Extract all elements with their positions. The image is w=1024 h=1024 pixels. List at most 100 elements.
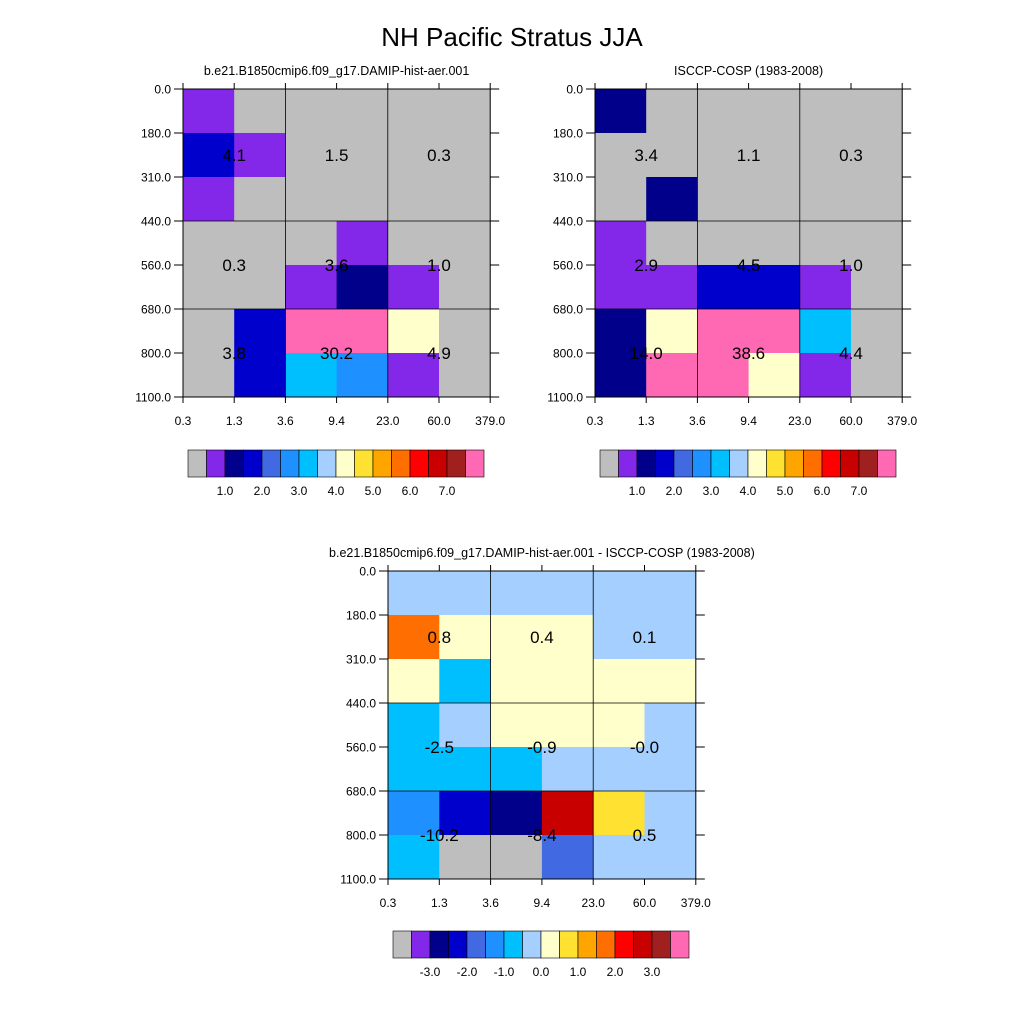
- colorbar-swatch: [243, 449, 263, 478]
- heatmap-cell: [183, 309, 235, 354]
- y-tick-label: 680.0: [553, 303, 583, 317]
- y-tick-label: 1100.0: [547, 391, 583, 405]
- heatmap-cell: [439, 747, 491, 792]
- box-value: 1.5: [325, 146, 349, 165]
- heatmap-cell: [234, 133, 286, 178]
- colorbar-swatch: [540, 930, 560, 959]
- box-value: 0.3: [222, 256, 246, 275]
- heatmap-cell: [851, 353, 903, 398]
- heatmap-cell: [697, 133, 749, 178]
- colorbar-swatch: [206, 449, 226, 478]
- x-tick-label: 3.6: [277, 414, 294, 428]
- colorbar-swatch: [710, 449, 730, 478]
- colorbar-swatch: [858, 449, 878, 478]
- panel-3: b.e21.B1850cmip6.f09_g17.DAMIP-hist-aer.…: [329, 546, 755, 979]
- figure-title: NH Pacific Stratus JJA: [381, 22, 643, 52]
- heatmap-cell: [285, 133, 337, 178]
- heatmap-cell: [646, 265, 698, 310]
- colorbar-swatch: [280, 449, 300, 478]
- y-tick-label: 1100.0: [135, 391, 171, 405]
- box-value: 4.9: [427, 344, 451, 363]
- panel-title: b.e21.B1850cmip6.f09_g17.DAMIP-hist-aer.…: [204, 64, 469, 78]
- colorbar-label: -3.0: [420, 965, 441, 979]
- heatmap-cell: [387, 353, 440, 398]
- colorbar-swatch: [670, 930, 690, 959]
- heatmap-cell: [799, 221, 852, 266]
- x-tick-label: 1.3: [638, 414, 655, 428]
- colorbar-swatch: [391, 449, 411, 478]
- heatmap-cell: [851, 221, 903, 266]
- colorbar-swatch: [877, 449, 897, 478]
- heatmap-cell: [799, 265, 852, 310]
- y-tick-label: 0.0: [566, 83, 583, 97]
- heatmap-cell: [646, 133, 698, 178]
- heatmap-cell: [697, 89, 749, 134]
- colorbar-swatch: [392, 930, 412, 959]
- y-tick-label: 800.0: [141, 347, 171, 361]
- x-tick-label: 379.0: [681, 896, 711, 910]
- colorbar-swatch: [766, 449, 786, 478]
- colorbar-swatch: [692, 449, 712, 478]
- heatmap-cell: [387, 221, 440, 266]
- heatmap-cell: [387, 309, 440, 354]
- heatmap-cell: [644, 835, 697, 880]
- heatmap-cell: [234, 265, 286, 310]
- x-tick-label: 3.6: [482, 896, 499, 910]
- box-value: 3.4: [634, 146, 658, 165]
- box-value: 0.5: [633, 826, 657, 845]
- colorbar: -3.0 -2.0 -1.0 0.0 1.0 2.0 3.0: [392, 930, 690, 979]
- heatmap-cell: [748, 309, 801, 354]
- colorbar-swatch: [503, 930, 523, 959]
- colorbar-swatch: [784, 449, 804, 478]
- heatmap-cell: [697, 353, 749, 398]
- colorbar-label: 2.0: [607, 965, 624, 979]
- colorbar-label: -1.0: [494, 965, 515, 979]
- heatmap-cell: [593, 791, 645, 836]
- heatmap-cell: [439, 221, 491, 266]
- heatmap-cell: [234, 309, 286, 354]
- y-tick-label: 800.0: [553, 347, 583, 361]
- heatmap-cell: [387, 89, 440, 134]
- box-value: 1.0: [839, 256, 863, 275]
- box-value: 4.1: [222, 146, 246, 165]
- heatmap-cell: [183, 265, 235, 310]
- colorbar-swatch: [317, 449, 337, 478]
- x-tick-label: 23.0: [376, 414, 400, 428]
- y-tick-label: 440.0: [553, 215, 583, 229]
- y-tick-label: 310.0: [553, 171, 583, 185]
- x-tick-label: 0.3: [175, 414, 192, 428]
- x-tick-label: 1.3: [226, 414, 243, 428]
- colorbar-swatch: [485, 930, 505, 959]
- heatmap-cell: [644, 791, 697, 836]
- colorbar-swatch: [298, 449, 318, 478]
- y-tick-label: 560.0: [553, 259, 583, 273]
- x-tick-label: 1.3: [431, 896, 448, 910]
- panel-title: ISCCP-COSP (1983-2008): [674, 64, 823, 78]
- panel-title: b.e21.B1850cmip6.f09_g17.DAMIP-hist-aer.…: [329, 546, 755, 560]
- box-value: -0.0: [630, 738, 659, 757]
- heatmap-cell: [439, 265, 491, 310]
- heatmap-cell: [593, 835, 645, 880]
- heatmap-cell: [595, 309, 647, 354]
- colorbar-swatch: [614, 930, 634, 959]
- x-tick-label: 3.6: [689, 414, 706, 428]
- colorbar-swatch: [729, 449, 749, 478]
- heatmap-cell: [388, 747, 440, 792]
- heatmap-cell: [388, 571, 440, 616]
- colorbar-swatch: [821, 449, 841, 478]
- colorbar-swatch: [599, 449, 619, 478]
- y-tick-label: 680.0: [141, 303, 171, 317]
- box-value: -10.2: [420, 826, 459, 845]
- heatmap-cell: [748, 221, 801, 266]
- heatmap-cell: [439, 835, 491, 880]
- heatmap-cell: [183, 221, 235, 266]
- heatmap-cell: [595, 265, 647, 310]
- heatmap-cell: [541, 615, 594, 660]
- colorbar-swatch: [335, 449, 355, 478]
- heatmap-cell: [490, 747, 543, 792]
- heatmap-cell: [697, 221, 749, 266]
- colorbar-label: 6.0: [814, 484, 831, 498]
- box-value: 0.3: [427, 146, 451, 165]
- colorbar-swatch: [559, 930, 579, 959]
- heatmap-cell: [595, 133, 647, 178]
